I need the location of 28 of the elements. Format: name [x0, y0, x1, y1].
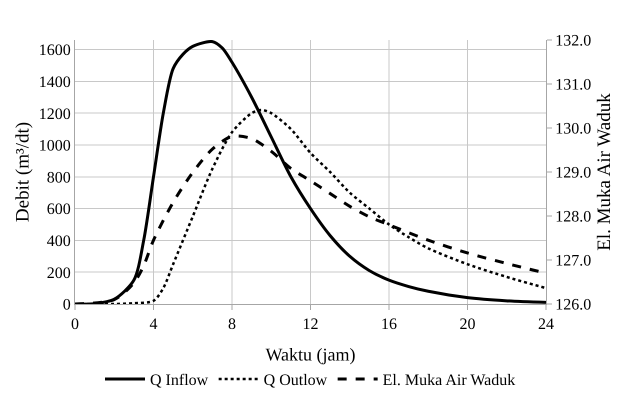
y-tick-label: 1400 [38, 74, 71, 91]
y2-tick-label: 127.0 [555, 252, 592, 270]
y-axis-title: Debit (m³/dt) [12, 122, 34, 222]
x-tick-label: 16 [381, 316, 397, 334]
y2-tick-label: 129.0 [555, 164, 592, 182]
x-tick-label: 8 [228, 316, 236, 334]
y2-tick-label: 131.0 [555, 76, 592, 94]
y2-tick-label: 132.0 [555, 32, 592, 50]
x-tick-label: 12 [302, 316, 318, 334]
legend-label: El. Muka Air Waduk [382, 372, 516, 390]
x-tick-label: 4 [150, 316, 158, 334]
y2-tick-label: 126.0 [555, 296, 592, 314]
y-tick-label: 1200 [38, 106, 71, 123]
x-tick-label: 20 [460, 316, 476, 334]
y-tick-label: 0 [62, 296, 71, 314]
y2-tick-label: 130.0 [555, 120, 592, 138]
y-tick-label: 1600 [38, 42, 71, 60]
y-tick-label: 400 [46, 232, 71, 250]
x-tick-label: 24 [538, 316, 554, 334]
x-axis-title: Waktu (jam) [265, 344, 356, 364]
y2-axis-title: El. Muka Air Waduk [594, 92, 615, 251]
y-tick-label: 800 [46, 169, 71, 186]
legend-label: Q Outlow [264, 372, 328, 390]
y-tick-label: 200 [46, 264, 71, 282]
y-tick-label: 1000 [38, 138, 71, 155]
y2-tick-label: 128.0 [555, 208, 592, 226]
y-tick-label: 600 [46, 201, 71, 218]
legend-label: Q Inflow [150, 372, 209, 390]
